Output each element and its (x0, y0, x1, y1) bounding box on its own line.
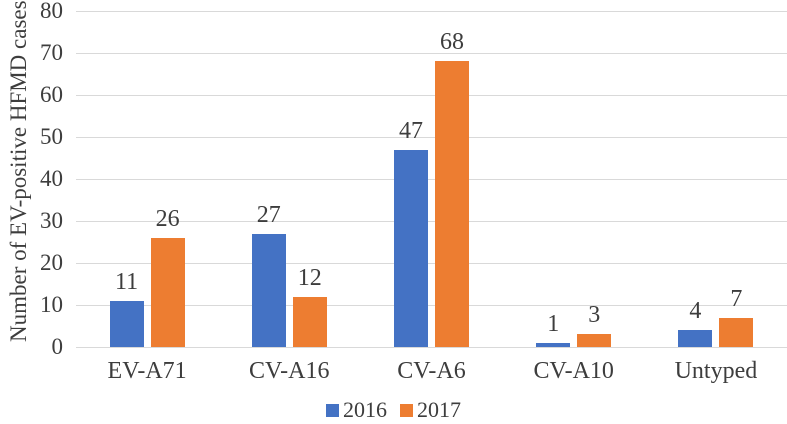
gridline-20 (76, 262, 787, 264)
y-tick-label-70: 70 (40, 40, 63, 65)
legend-swatch-2016 (326, 403, 339, 417)
bar-value-label-2016-CV-A16: 27 (256, 201, 281, 228)
gridline-60 (76, 94, 787, 96)
bar-2017-EV-A71 (150, 237, 185, 347)
bar-2017-CV-A10 (577, 334, 612, 347)
gridline-0 (76, 346, 787, 348)
gridline-80 (76, 10, 787, 12)
y-tick-label-30: 30 (40, 208, 63, 233)
legend-item-2017: 2017 (400, 397, 461, 422)
legend-label-2016: 2016 (343, 397, 387, 422)
gridline-40 (76, 178, 787, 180)
y-tick-label-20: 20 (40, 250, 63, 275)
gridline-30 (76, 220, 787, 222)
gridline-70 (76, 52, 787, 54)
bar-value-label-2016-CV-A6: 47 (399, 117, 423, 144)
bar-value-label-2017-EV-A71: 26 (155, 205, 180, 232)
bar-value-label-2017-Untyped: 7 (730, 285, 743, 312)
y-tick-label-50: 50 (40, 124, 63, 149)
legend: 2016 2017 (0, 397, 787, 422)
legend-label-2017: 2017 (417, 397, 461, 422)
y-tick-label-40: 40 (40, 166, 63, 191)
bar-value-label-2016-Untyped: 4 (689, 298, 702, 325)
y-tick-label-80: 80 (40, 0, 63, 23)
bar-2016-Untyped (678, 330, 713, 347)
x-category-label-CV-A10: CV-A10 (533, 358, 614, 384)
x-category-label-CV-A6: CV-A6 (397, 358, 466, 384)
bar-2016-CV-A6 (394, 149, 428, 347)
x-category-label-EV-A71: EV-A71 (107, 358, 187, 384)
bar-value-label-2017-CV-A6: 68 (440, 29, 464, 56)
bar-value-label-2016-EV-A71: 11 (115, 268, 139, 295)
gridline-50 (76, 136, 787, 138)
y-tick-label-10: 10 (40, 292, 63, 317)
bar-2016-CV-A16 (251, 233, 286, 347)
y-tick-label-0: 0 (51, 334, 64, 359)
bar-2017-CV-A16 (292, 296, 327, 347)
legend-item-2016: 2016 (326, 397, 387, 422)
bar-value-label-2016-CV-A10: 1 (547, 310, 560, 337)
y-tick-label-60: 60 (40, 82, 63, 107)
bar-2016-CV-A10 (536, 342, 571, 347)
gridline-10 (76, 304, 787, 306)
legend-swatch-2017 (400, 403, 413, 417)
bar-value-label-2017-CV-A10: 3 (588, 302, 601, 329)
x-category-label-Untyped: Untyped (674, 358, 758, 384)
bar-2016-EV-A71 (109, 300, 144, 347)
bar-value-label-2017-CV-A16: 12 (297, 264, 322, 291)
bar-2017-CV-A6 (435, 61, 469, 347)
bar-2017-Untyped (719, 317, 754, 347)
x-category-label-CV-A16: CV-A16 (249, 358, 330, 384)
